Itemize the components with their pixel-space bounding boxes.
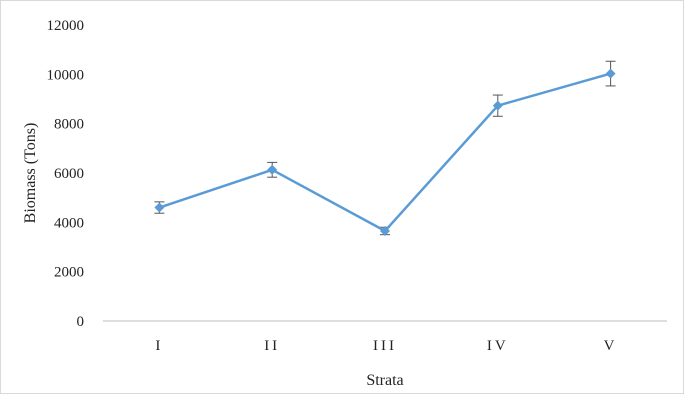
data-point-marker <box>380 225 390 236</box>
data-point-marker <box>154 202 165 213</box>
x-tick-label: IV <box>487 338 509 354</box>
y-axis-ticks: 0 2000 4000 6000 8000 10000 12000 <box>47 18 85 330</box>
y-tick-label: 2000 <box>54 265 84 281</box>
x-axis-ticks: I II III IV V <box>155 338 618 354</box>
x-axis-title: Strata <box>366 372 403 389</box>
x-tick-label: III <box>373 338 397 354</box>
y-tick-label: 6000 <box>54 166 84 182</box>
y-tick-label: 12000 <box>47 18 85 34</box>
x-tick-label: I <box>155 338 163 354</box>
data-point-marker <box>267 164 278 175</box>
series-layer <box>154 68 616 236</box>
x-tick-label: V <box>604 338 618 354</box>
x-tick-label: II <box>264 338 280 354</box>
y-tick-label: 8000 <box>54 117 84 133</box>
data-point-marker <box>492 100 503 111</box>
y-tick-label: 0 <box>77 314 85 330</box>
data-point-marker <box>605 68 616 79</box>
series-line <box>159 72 611 233</box>
y-axis-title: Biomass (Tons) <box>22 123 39 224</box>
error-bars <box>154 60 616 236</box>
y-tick-label: 4000 <box>54 215 84 231</box>
y-tick-label: 10000 <box>47 67 85 83</box>
